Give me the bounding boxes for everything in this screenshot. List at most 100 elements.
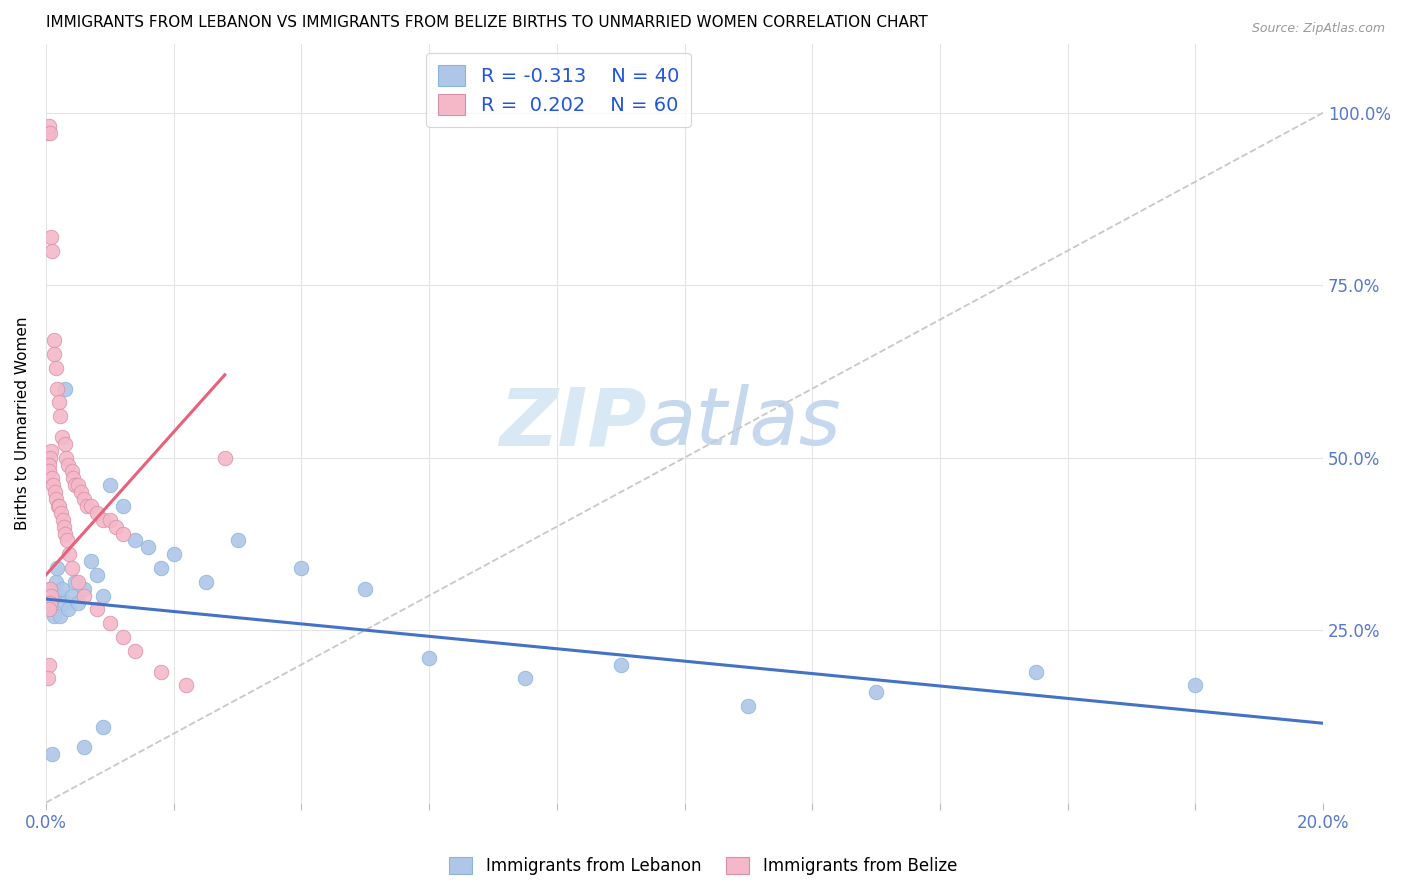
Point (49, 506, 72, 520)
Point (58, 602, 80, 616)
Point (76, 499, 98, 513)
Point (66, 595, 89, 609)
Point (93, 720, 115, 734)
Point (39, 443, 62, 458)
Point (865, 685, 887, 699)
Point (51, 582, 73, 596)
Point (53, 382, 76, 396)
Point (38, 465, 60, 479)
Point (105, 519, 128, 533)
Point (149, 665, 172, 679)
Point (49, 409, 72, 424)
Point (1025, 665, 1047, 679)
Point (60, 589, 83, 603)
Point (98, 513, 121, 527)
Point (46, 499, 69, 513)
Point (45, 491, 67, 506)
Point (44, 347, 66, 361)
Point (98, 616, 121, 631)
Point (70, 485, 93, 500)
Point (38, 450, 60, 465)
Point (73, 589, 96, 603)
Point (51, 430, 73, 444)
Legend: R = -0.313    N = 40, R =  0.202    N = 60: R = -0.313 N = 40, R = 0.202 N = 60 (426, 54, 690, 127)
Text: Source: ZipAtlas.com: Source: ZipAtlas.com (1251, 22, 1385, 36)
Point (41, 589, 63, 603)
Point (38, 458, 60, 472)
Legend: Immigrants from Lebanon, Immigrants from Belize: Immigrants from Lebanon, Immigrants from… (440, 849, 966, 884)
Point (737, 698, 759, 713)
Text: atlas: atlas (647, 384, 841, 462)
Text: IMMIGRANTS FROM LEBANON VS IMMIGRANTS FROM BELIZE BIRTHS TO UNMARRIED WOMEN CORR: IMMIGRANTS FROM LEBANON VS IMMIGRANTS FR… (46, 15, 928, 30)
Point (79, 554, 101, 568)
Point (38, 657, 60, 672)
Point (58, 547, 80, 561)
Point (354, 582, 377, 596)
Point (226, 533, 249, 548)
Point (60, 465, 83, 479)
Point (609, 657, 631, 672)
Point (194, 574, 217, 589)
Point (53, 526, 76, 541)
Point (52, 513, 75, 527)
Point (214, 450, 236, 465)
Point (124, 533, 146, 548)
Point (62, 471, 84, 485)
Point (98, 478, 121, 492)
Point (52, 519, 75, 533)
Point (38, 120, 60, 134)
Point (86, 506, 108, 520)
Point (45, 360, 67, 375)
Point (60, 561, 83, 575)
Point (176, 678, 198, 692)
Point (1184, 678, 1206, 692)
Point (37, 595, 59, 609)
Point (513, 672, 536, 686)
Point (41, 471, 63, 485)
Point (53, 437, 76, 451)
Point (46, 382, 69, 396)
Point (124, 644, 146, 658)
Point (56, 533, 79, 548)
Text: ZIP: ZIP (499, 384, 647, 462)
Point (39, 230, 62, 244)
Point (163, 547, 186, 561)
Point (46, 561, 69, 575)
Point (111, 630, 134, 644)
Point (136, 541, 159, 555)
Y-axis label: Births to Unmarried Women: Births to Unmarried Women (15, 317, 30, 530)
Point (45, 574, 67, 589)
Point (111, 499, 134, 513)
Point (48, 499, 70, 513)
Point (39, 589, 62, 603)
Point (39, 127, 62, 141)
Point (86, 602, 108, 616)
Point (66, 574, 89, 589)
Point (55, 450, 77, 465)
Point (48, 589, 70, 603)
Point (48, 395, 70, 409)
Point (53, 595, 76, 609)
Point (79, 499, 101, 513)
Point (66, 478, 89, 492)
Point (58, 458, 80, 472)
Point (93, 589, 115, 603)
Point (63, 574, 86, 589)
Point (39, 602, 62, 616)
Point (42, 609, 65, 624)
Point (38, 582, 60, 596)
Point (73, 740, 96, 755)
Point (37, 672, 59, 686)
Point (38, 582, 60, 596)
Point (73, 582, 96, 596)
Point (149, 561, 172, 575)
Point (41, 244, 63, 258)
Point (42, 478, 65, 492)
Point (44, 485, 66, 500)
Point (38, 602, 60, 616)
Point (290, 561, 312, 575)
Point (93, 513, 115, 527)
Point (418, 650, 440, 665)
Point (42, 334, 65, 348)
Point (49, 609, 72, 624)
